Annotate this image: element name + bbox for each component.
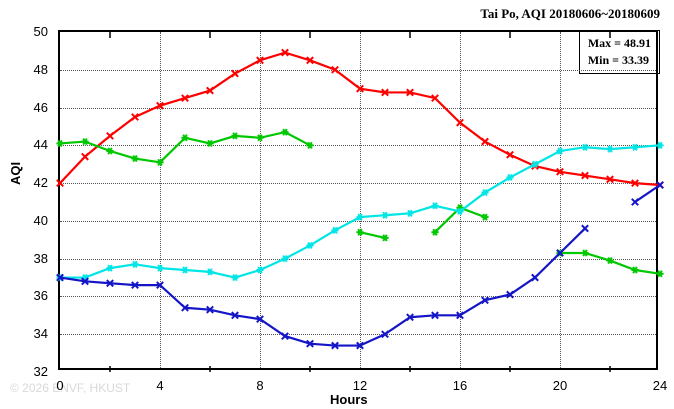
series-red-marker-hour-0[interactable] xyxy=(57,180,63,186)
series-cyan-marker-hour-5[interactable] xyxy=(181,267,188,273)
series-blue-marker-hour-23[interactable] xyxy=(632,199,638,205)
y-tick-label-50: 50 xyxy=(2,24,48,39)
chart-series-svg[interactable] xyxy=(60,32,660,372)
series-green-marker-hour-13[interactable] xyxy=(381,235,388,241)
y-tick-label-38: 38 xyxy=(2,251,48,266)
x-tick-label-12: 12 xyxy=(345,378,375,393)
y-tick-label-42: 42 xyxy=(2,175,48,190)
series-green-marker-hour-0[interactable] xyxy=(56,140,63,146)
series-cyan-marker-hour-15[interactable] xyxy=(431,203,438,209)
y-tick-label-36: 36 xyxy=(2,288,48,303)
y-tick-label-48: 48 xyxy=(2,62,48,77)
series-cyan-marker-hour-2[interactable] xyxy=(106,265,113,271)
plot-area: 32 34 36 38 40 42 44 46 48 50 0 4 8 12 16 20 24 xyxy=(58,30,658,370)
x-tick-label-8: 8 xyxy=(245,378,275,393)
series-blue-line[interactable] xyxy=(60,185,660,346)
series-green-marker-hour-1[interactable] xyxy=(81,138,88,144)
y-tick-label-46: 46 xyxy=(2,100,48,115)
aqi-chart-window: Tai Po, AQI 20180606~20180609 Max = 48.9… xyxy=(0,0,674,409)
series-green-marker-hour-24[interactable] xyxy=(656,271,663,277)
series-cyan-marker-hour-3[interactable] xyxy=(131,261,138,267)
series-green-marker-hour-7[interactable] xyxy=(231,133,238,139)
series-green-marker-hour-12[interactable] xyxy=(356,229,363,235)
series-cyan-marker-hour-4[interactable] xyxy=(156,265,163,271)
series-cyan-line[interactable] xyxy=(60,145,660,277)
series-green-marker-hour-21[interactable] xyxy=(581,250,588,256)
x-tick-label-0: 0 xyxy=(45,378,75,393)
series-green-marker-hour-3[interactable] xyxy=(131,155,138,161)
series-red-marker-hour-16[interactable] xyxy=(457,119,463,125)
x-tick-label-20: 20 xyxy=(545,378,575,393)
series-cyan-marker-hour-21[interactable] xyxy=(581,144,588,150)
y-tick-label-34: 34 xyxy=(2,326,48,341)
series-green-marker-hour-8[interactable] xyxy=(256,135,263,141)
series-red-marker-hour-2[interactable] xyxy=(107,133,113,139)
series-green-line[interactable] xyxy=(60,132,660,274)
series-red-line[interactable] xyxy=(60,53,660,185)
series-blue-marker-hour-19[interactable] xyxy=(532,274,538,280)
x-axis-label: Hours xyxy=(330,392,368,407)
series-blue-marker-hour-21[interactable] xyxy=(582,225,588,231)
series-green-marker-hour-22[interactable] xyxy=(606,257,613,263)
y-tick-label-44: 44 xyxy=(2,137,48,152)
y-tick-label-40: 40 xyxy=(2,213,48,228)
x-tick-label-4: 4 xyxy=(145,378,175,393)
series-green-marker-hour-17[interactable] xyxy=(481,214,488,220)
series-green-marker-hour-23[interactable] xyxy=(631,267,638,273)
x-tick-label-16: 16 xyxy=(445,378,475,393)
chart-title: Tai Po, AQI 20180606~20180609 xyxy=(480,6,660,22)
series-cyan-marker-hour-22[interactable] xyxy=(606,146,613,152)
series-cyan-marker-hour-7[interactable] xyxy=(231,274,238,280)
series-cyan-marker-hour-24[interactable] xyxy=(656,142,663,148)
y-tick-label-32: 32 xyxy=(2,364,48,379)
series-red-marker-hour-1[interactable] xyxy=(82,153,88,159)
series-green-marker-hour-2[interactable] xyxy=(106,148,113,154)
series-cyan-marker-hour-13[interactable] xyxy=(381,212,388,218)
x-tick-label-24: 24 xyxy=(645,378,674,393)
series-green-marker-hour-6[interactable] xyxy=(206,140,213,146)
series-cyan-marker-hour-23[interactable] xyxy=(631,144,638,150)
series-cyan-marker-hour-6[interactable] xyxy=(206,269,213,275)
series-cyan-marker-hour-14[interactable] xyxy=(406,210,413,216)
